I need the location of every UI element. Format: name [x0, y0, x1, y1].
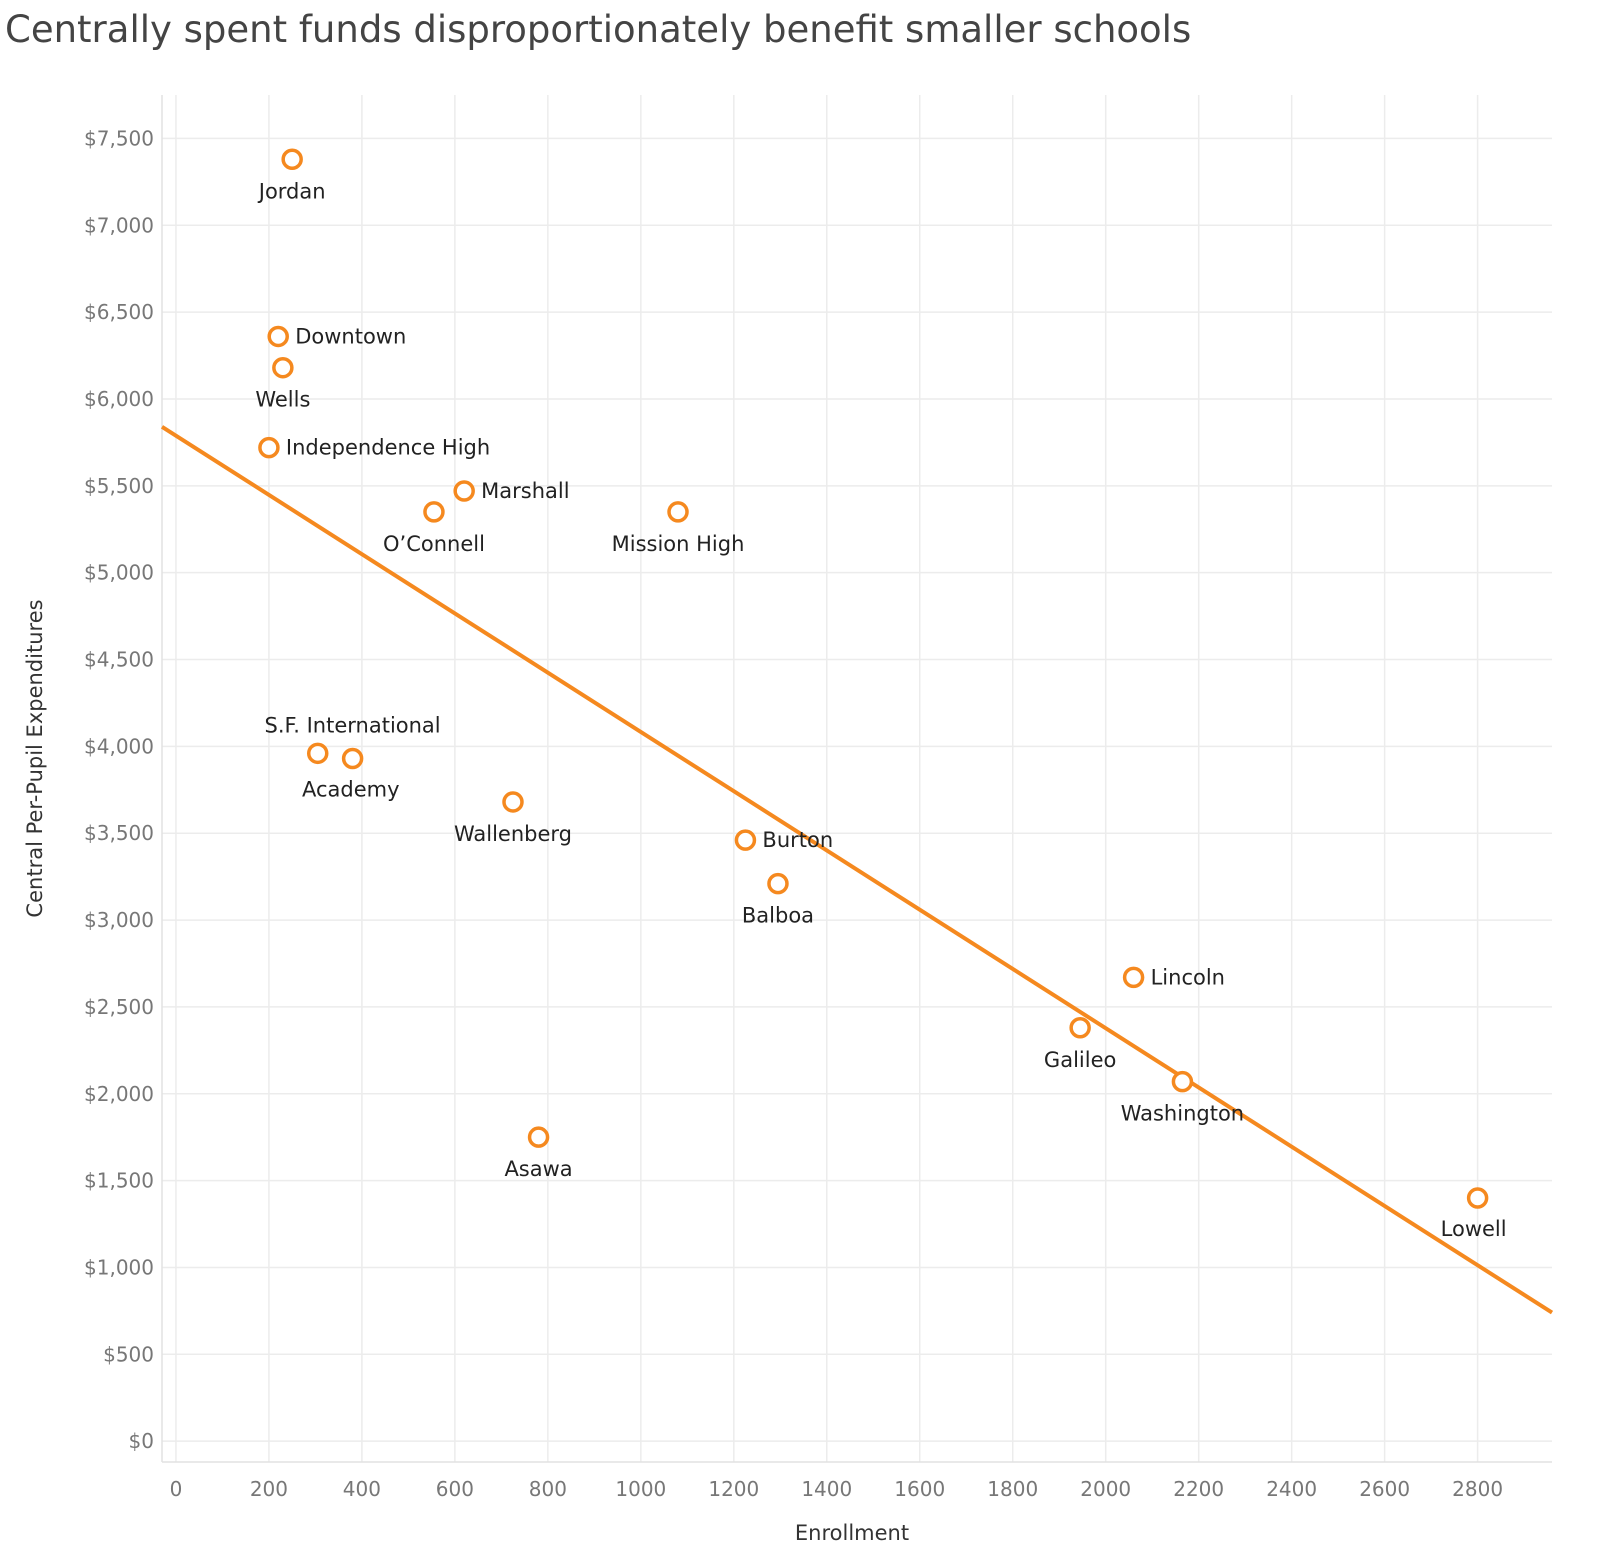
- x-tick-label: 2400: [1266, 1477, 1317, 1501]
- y-tick-label: $2,000: [84, 1082, 154, 1106]
- x-tick-label: 1600: [894, 1477, 945, 1501]
- grid-lines: [161, 95, 1552, 1463]
- data-point: [734, 829, 757, 851]
- x-tick-label: 1800: [987, 1477, 1038, 1501]
- x-tick-label: 2200: [1173, 1477, 1224, 1501]
- y-tick-label: $0: [129, 1429, 154, 1453]
- y-tick-label: $2,500: [84, 995, 154, 1019]
- data-point: [502, 791, 524, 813]
- x-axis-ticks: 0 200 400 600 800 1000 1200 1400 1600 1800 2000 220…: [170, 1477, 1503, 1501]
- x-tick-label: 1400: [801, 1477, 852, 1501]
- y-tick-label: $1,500: [84, 1169, 154, 1193]
- x-tick-label: 800: [529, 1477, 567, 1501]
- data-point: [527, 1126, 550, 1148]
- data-point: [341, 747, 364, 770]
- data-point: [667, 501, 689, 523]
- y-tick-label: $5,500: [84, 474, 154, 498]
- point-label: Academy: [302, 777, 400, 801]
- point-label: Wallenberg: [454, 822, 572, 846]
- point-label: Balboa: [742, 904, 814, 928]
- y-tick-label: $3,000: [84, 908, 154, 932]
- data-point: [1069, 1017, 1091, 1039]
- point-label: O’Connell: [383, 532, 485, 556]
- point-label: Wells: [255, 388, 310, 412]
- x-tick-label: 2600: [1359, 1477, 1410, 1501]
- point-label: Jordan: [257, 179, 326, 203]
- point-label: Lincoln: [1151, 965, 1225, 989]
- point-label: Independence High: [286, 436, 490, 460]
- x-tick-label: 1200: [708, 1477, 759, 1501]
- point-label: Lowell: [1441, 1217, 1507, 1241]
- x-tick-label: 600: [436, 1477, 474, 1501]
- y-tick-label: $6,000: [84, 387, 154, 411]
- y-tick-label: $7,000: [84, 213, 154, 237]
- x-tick-label: 200: [250, 1477, 288, 1501]
- trend-line-layer: [160, 425, 1554, 1315]
- point-label: Marshall: [481, 479, 569, 503]
- point-label: Washington: [1121, 1102, 1244, 1126]
- point-label: Asawa: [504, 1157, 572, 1181]
- point-label: Mission High: [612, 532, 745, 556]
- data-point: [272, 356, 294, 379]
- y-axis-title: Central Per-Pupil Expenditures: [23, 599, 47, 917]
- point-label: S.F. International: [265, 714, 441, 738]
- data-point: [767, 872, 789, 895]
- x-tick-label: 0: [170, 1477, 183, 1501]
- x-axis-title: Enrollment: [795, 1521, 909, 1545]
- point-label: Galileo: [1044, 1048, 1116, 1072]
- data-point: [1122, 966, 1145, 989]
- y-tick-label: $4,000: [84, 734, 154, 758]
- data-point: [423, 501, 445, 523]
- data-point: [258, 436, 280, 459]
- data-point: [1171, 1070, 1194, 1093]
- data-point: [267, 325, 289, 348]
- chart-title: Centrally spent funds disproportionately…: [5, 8, 1192, 51]
- y-tick-label: $1,000: [84, 1255, 154, 1279]
- data-point: [1466, 1187, 1489, 1209]
- x-tick-label: 1000: [615, 1477, 666, 1501]
- trend-line: [160, 425, 1554, 1315]
- x-tick-label: 400: [343, 1477, 381, 1501]
- data-point: [306, 742, 329, 765]
- y-tick-label: $500: [103, 1342, 154, 1366]
- y-tick-label: $7,500: [84, 126, 154, 150]
- y-axis-ticks: $0 $500 $1,000 $1,500 $2,000 $2,500 $3,000 $3,5…: [84, 126, 154, 1453]
- y-tick-label: $6,500: [84, 300, 154, 324]
- x-tick-label: 2000: [1080, 1477, 1131, 1501]
- y-tick-label: $4,500: [84, 648, 154, 672]
- point-labels: Jordan Downtown Wells Independence High Mars…: [255, 179, 1506, 1241]
- point-label: Downtown: [295, 324, 406, 348]
- point-label: Burton: [762, 828, 833, 852]
- x-tick-label: 2800: [1452, 1477, 1503, 1501]
- y-tick-label: $3,500: [84, 821, 154, 845]
- data-points: [258, 148, 1489, 1209]
- data-point: [453, 480, 475, 502]
- y-tick-label: $5,000: [84, 561, 154, 585]
- data-point: [281, 148, 303, 171]
